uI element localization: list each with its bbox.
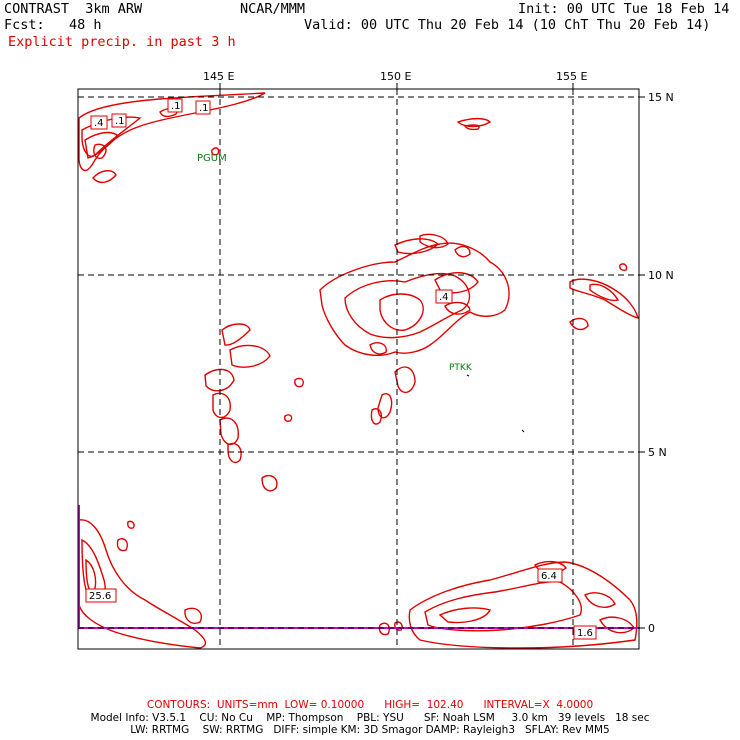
contour-label-7: 6.4: [541, 571, 557, 582]
island-marker: [521, 429, 525, 433]
model-info-line-2: LW: RRTMG SW: RRTMG DIFF: simple KM: 3D …: [130, 724, 610, 736]
lat-lon-grid: [78, 89, 639, 649]
lat-label-5n: 5 N: [648, 446, 667, 459]
lat-label-0: 0: [648, 622, 655, 635]
contour-label-4: .1: [199, 103, 209, 114]
lat-label-10n: 10 N: [648, 269, 674, 282]
contour-value-labels: .4 .1 .1 .1 .4 25.6 6.4 1.6: [85, 98, 597, 640]
valid-time: Valid: 00 UTC Thu 20 Feb 14 (10 ChT Thu …: [304, 17, 711, 33]
contour-info: CONTOURS: UNITS=mm LOW= 0.10000 HIGH= 10…: [146, 699, 594, 711]
model-title: CONTRAST 3km ARW: [4, 1, 143, 17]
domain-boundary: [78, 505, 640, 629]
model-info-line-1: Model Info: V3.5.1 CU: No Cu MP: Thompso…: [90, 712, 650, 724]
forecast-hour: Fcst: 48 h: [4, 17, 102, 33]
organization: NCAR/MMM: [240, 1, 306, 17]
lon-label-155e: 155 E: [556, 70, 587, 83]
map-frame: [77, 88, 640, 650]
ptkk-marker: [466, 374, 470, 377]
lat-label-15n: 15 N: [648, 91, 674, 104]
station-pgum: PGUM: [197, 153, 227, 164]
contour-label-1: .4: [94, 118, 104, 129]
precip-contours: [78, 92, 639, 649]
station-ptkk: PTKK: [449, 363, 473, 373]
contour-label-5: .4: [439, 292, 449, 303]
contour-label-3: .1: [171, 101, 181, 112]
field-title: Explicit precip. in past 3 h: [8, 34, 236, 50]
contour-label-8: 1.6: [577, 628, 593, 639]
axis-ticks: [219, 83, 645, 629]
contour-label-6: 25.6: [89, 591, 111, 602]
init-time: Init: 00 UTC Tue 18 Feb 14: [518, 1, 730, 17]
contour-label-2: .1: [115, 116, 125, 127]
lon-label-145e: 145 E: [203, 70, 234, 83]
lon-label-150e: 150 E: [380, 70, 411, 83]
